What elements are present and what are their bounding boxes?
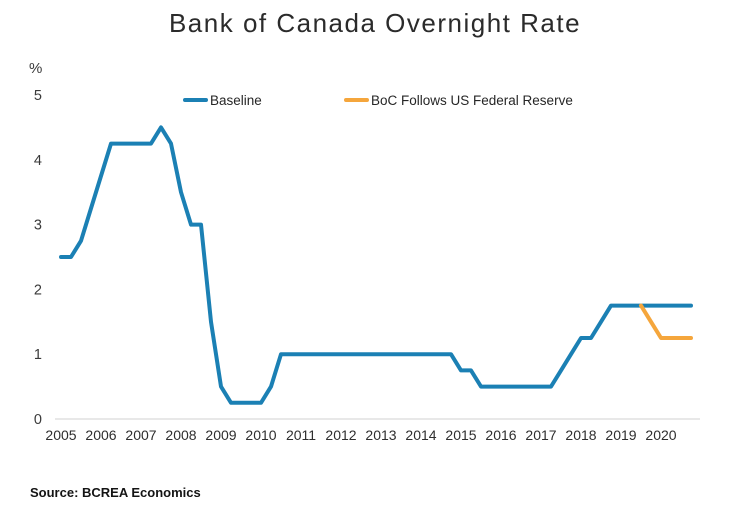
series-line-baseline bbox=[59, 125, 693, 405]
x-tick-label: 2008 bbox=[165, 427, 196, 443]
x-tick-label: 2020 bbox=[645, 427, 676, 443]
y-tick-label: 0 bbox=[34, 412, 42, 428]
x-tick-label: 2011 bbox=[286, 427, 316, 443]
x-tick-label: 2010 bbox=[245, 427, 276, 443]
y-tick-label: 1 bbox=[34, 347, 42, 363]
y-tick-label: 5 bbox=[34, 88, 42, 104]
x-tick-label: 2018 bbox=[565, 427, 596, 443]
y-tick-label: 3 bbox=[34, 218, 42, 234]
y-tick-label: 2 bbox=[34, 282, 42, 298]
x-tick-label: 2009 bbox=[205, 427, 236, 443]
x-tick-label: 2006 bbox=[85, 427, 116, 443]
legend-dash-fed-follows-icon bbox=[344, 98, 369, 102]
x-tick-label: 2016 bbox=[485, 427, 516, 443]
y-axis-unit-label: % bbox=[29, 60, 43, 77]
x-tick-label: 2019 bbox=[605, 427, 636, 443]
x-tick-label: 2014 bbox=[405, 427, 436, 443]
legend-label-baseline: Baseline bbox=[210, 92, 262, 108]
legend-item-fed-follows: BoC Follows US Federal Reserve bbox=[344, 92, 573, 108]
x-tick-label: 2013 bbox=[365, 427, 396, 443]
legend-item-baseline: Baseline bbox=[183, 92, 262, 108]
x-tick-label: 2005 bbox=[45, 427, 76, 443]
x-tick-label: 2012 bbox=[325, 427, 356, 443]
series-line-fed-follows bbox=[639, 303, 693, 340]
chart-title: Bank of Canada Overnight Rate bbox=[168, 8, 582, 38]
x-tick-label: 2017 bbox=[525, 427, 556, 443]
y-tick-label: 4 bbox=[34, 153, 42, 169]
legend-label-fed-follows: BoC Follows US Federal Reserve bbox=[371, 92, 573, 108]
x-tick-label: 2015 bbox=[445, 427, 476, 443]
legend-dash-baseline-icon bbox=[183, 98, 208, 102]
source-note: Source: BCREA Economics bbox=[30, 485, 201, 500]
x-tick-label: 2007 bbox=[125, 427, 156, 443]
